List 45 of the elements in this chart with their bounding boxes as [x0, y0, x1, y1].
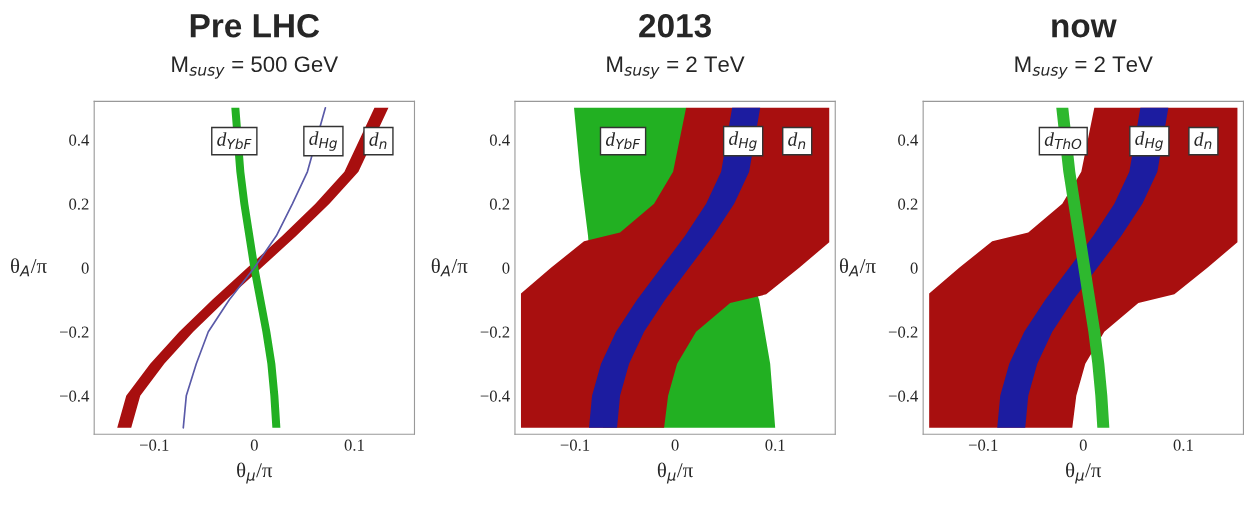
x-axis-title: θ$_{μ}$/π — [657, 462, 693, 484]
y-tick-label: 0.2 — [489, 198, 510, 210]
y-tick-label: 0.2 — [69, 198, 89, 210]
chart-title: now — [1052, 19, 1117, 38]
x-tick-label: 0.1 — [344, 439, 364, 451]
x-tick-label: 0 — [671, 439, 679, 451]
y-axis-title: θ$_{A}$/π — [431, 258, 468, 277]
y-tick-label: 0 — [502, 262, 510, 274]
y-tick-label: 0.2 — [898, 198, 918, 210]
chart-subtitle: M$_{susy}$ = 2 TeV — [607, 56, 745, 79]
chart-title: 2013 — [639, 13, 711, 38]
y-tick-label: 0 — [81, 262, 89, 274]
annotation: d$_{Hg}$ — [729, 131, 757, 151]
y-tick-label: −0.4 — [888, 390, 919, 402]
chart-title: Pre LHC — [190, 13, 320, 38]
annotation: d$_{YbF}$ — [217, 132, 252, 150]
chart-subtitle: M$_{susy}$ = 500 GeV — [172, 56, 338, 79]
y-tick-label: 0.4 — [69, 134, 90, 146]
y-tick-label: 0.4 — [898, 134, 919, 146]
x-tick-label: 0.1 — [765, 439, 785, 451]
x-axis-title: θ$_{μ}$/π — [1066, 462, 1102, 484]
y-tick-label: 0 — [910, 262, 918, 274]
x-tick-label: −0.1 — [560, 439, 590, 451]
y-tick-label: −0.2 — [888, 326, 918, 338]
y-tick-label: −0.4 — [59, 390, 90, 402]
x-tick-label: 0 — [1079, 439, 1087, 451]
y-axis-title: θ$_{A}$/π — [839, 258, 876, 277]
annotation: d$_{Hg}$ — [1135, 131, 1163, 151]
y-tick-label: −0.2 — [59, 326, 89, 338]
y-tick-label: 0.4 — [489, 134, 510, 146]
y-axis-title: θ$_{A}$/π — [10, 258, 47, 277]
annotation: d$_{ThO}$ — [1044, 132, 1082, 150]
annotation: d$_{YbF}$ — [605, 132, 641, 150]
annotation: d$_{n}$ — [369, 132, 387, 149]
annotation: d$_{Hg}$ — [309, 131, 337, 151]
x-tick-label: 0.1 — [1173, 439, 1193, 451]
x-tick-label: −0.1 — [968, 439, 998, 451]
x-tick-label: 0 — [250, 439, 258, 451]
y-tick-label: −0.2 — [480, 326, 510, 338]
annotation: d$_{n}$ — [788, 132, 806, 149]
chart-subtitle: M$_{susy}$ = 2 TeV — [1015, 56, 1153, 79]
x-axis-title: θ$_{μ}$/π — [237, 462, 273, 484]
x-tick-label: −0.1 — [139, 439, 169, 451]
y-tick-label: −0.4 — [480, 390, 510, 402]
annotation: d$_{n}$ — [1194, 132, 1212, 149]
